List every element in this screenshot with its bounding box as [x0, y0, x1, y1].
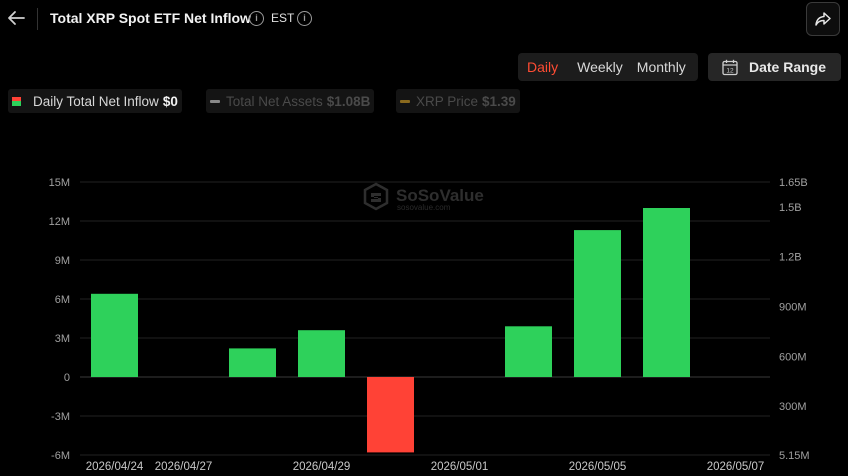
header: Total XRP Spot ETF Net Inflow i EST i	[0, 0, 848, 38]
calendar-icon-day: 12	[726, 68, 734, 75]
watermark: SoSoValue sosovalue.com	[363, 182, 484, 212]
y2-tick-label: 1.2B	[779, 252, 802, 264]
period-weekly-button[interactable]: Weekly	[577, 59, 623, 75]
y-tick-label: 3M	[55, 333, 70, 345]
y2-tick-label: 1.65B	[779, 177, 808, 189]
x-tick-label: 2026/04/24	[86, 461, 144, 473]
legend-name: Daily Total Net Inflow	[33, 93, 159, 109]
y2-tick-label: 900M	[779, 301, 807, 313]
bar-2026/04/28[interactable]	[229, 348, 276, 377]
date-range-label: Date Range	[749, 59, 827, 75]
legend-value: $0	[162, 93, 178, 109]
page-title: Total XRP Spot ETF Net Inflow	[50, 10, 251, 26]
legend-value: $1.08B	[326, 93, 371, 109]
legend-name: XRP Price	[416, 93, 479, 109]
y-tick-label: 9M	[55, 255, 70, 267]
y2-tick-label: 1.5B	[779, 202, 802, 214]
bar-2026/05/06[interactable]	[643, 208, 690, 377]
x-tick-label: 2026/05/01	[431, 461, 489, 473]
legend-swatch-price	[400, 99, 410, 103]
timezone-label: EST	[271, 11, 295, 25]
bar-2026/04/30[interactable]	[367, 377, 414, 453]
period-monthly-button[interactable]: Monthly	[636, 59, 686, 75]
y-tick-label: 12M	[49, 216, 70, 228]
legend-total-net-assets[interactable]: Total Net Assets $1.08B	[206, 89, 375, 113]
y2-tick-label: 5.15M	[779, 450, 810, 462]
bar-2026/04/29[interactable]	[298, 330, 345, 377]
date-range-button[interactable]: 12 Date Range	[708, 53, 841, 81]
x-tick-label: 2026/05/05	[569, 461, 627, 473]
y2-tick-label: 300M	[779, 401, 807, 413]
legend-value: $1.39	[482, 93, 516, 109]
x-tick-label: 2026/05/07	[707, 461, 765, 473]
y-tick-label: -3M	[51, 411, 70, 423]
period-selector: Daily Weekly Monthly	[518, 53, 698, 81]
timezone-info-icon[interactable]: i	[297, 11, 312, 26]
info-icon[interactable]: i	[249, 11, 264, 26]
y-tick-label: 0	[64, 372, 70, 384]
watermark-sub: sosovalue.com	[397, 203, 451, 212]
legend-xrp-price[interactable]: XRP Price $1.39	[396, 89, 520, 113]
share-button[interactable]	[806, 2, 840, 36]
y-tick-label: 15M	[49, 177, 70, 189]
y2-tick-label: 600M	[779, 351, 807, 363]
x-tick-label: 2026/04/29	[293, 461, 351, 473]
watermark-name: SoSoValue	[396, 186, 484, 205]
chart: SoSoValue sosovalue.com -6M -3M 0 3M 6M 9M 12M…	[49, 177, 810, 473]
legend-daily-net-inflow[interactable]: Daily Total Net Inflow $0	[8, 89, 182, 113]
legend-swatch-assets	[210, 99, 220, 103]
legend-swatch-inflow	[12, 96, 21, 106]
bar-2026/04/24[interactable]	[91, 293, 138, 377]
x-tick-label: 2026/04/27	[155, 461, 213, 473]
header-divider	[37, 8, 38, 30]
legend-name: Total Net Assets	[226, 93, 323, 109]
share-icon	[815, 12, 831, 26]
back-arrow-icon[interactable]	[4, 6, 28, 30]
period-daily-button[interactable]: Daily	[527, 59, 559, 75]
sosovalue-logo-icon	[363, 182, 389, 211]
calendar-icon: 12	[722, 59, 738, 76]
y-tick-label: 6M	[55, 294, 70, 306]
bar-2026/05/04[interactable]	[505, 326, 552, 377]
y-tick-label: -6M	[51, 450, 70, 462]
bar-2026/05/05[interactable]	[574, 230, 621, 377]
